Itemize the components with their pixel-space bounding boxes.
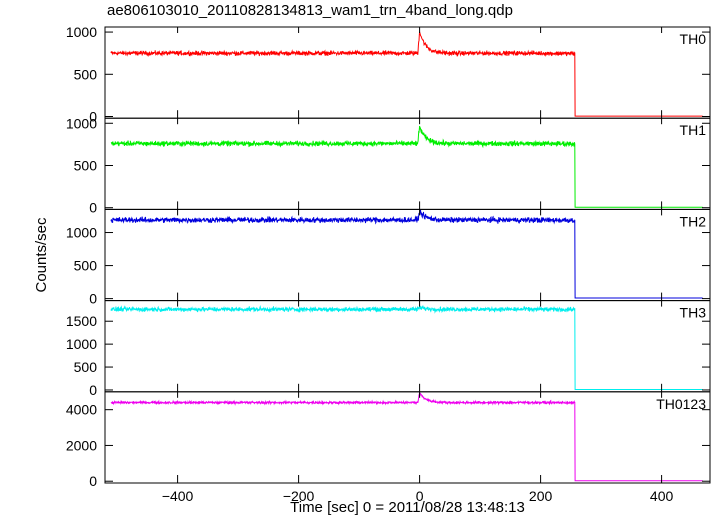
y-axis-label: Counts/sec xyxy=(33,217,50,293)
panel-label-th1: TH1 xyxy=(680,122,707,138)
series-line-th3 xyxy=(110,304,703,390)
panel-frame-th0123 xyxy=(104,391,711,484)
panel-frame-th3 xyxy=(104,300,711,393)
x-tick-label: 200 xyxy=(529,488,553,504)
panel-frame-th1 xyxy=(104,117,711,210)
y-tick-label: 500 xyxy=(74,258,98,274)
y-tick-label: 0 xyxy=(89,291,97,307)
series-line-th2 xyxy=(110,209,703,299)
panel-frame-th0 xyxy=(104,26,711,119)
x-tick-label: −200 xyxy=(283,488,315,504)
y-tick-label: 1000 xyxy=(66,24,97,40)
y-tick-label: 2000 xyxy=(66,437,97,453)
y-tick-label: 1000 xyxy=(66,225,97,241)
series-line-th0123 xyxy=(110,392,703,482)
panel-frame-th2 xyxy=(104,208,711,302)
series-line-th1 xyxy=(110,125,703,208)
x-tick-label: 0 xyxy=(416,488,424,504)
y-tick-label: 500 xyxy=(74,157,98,173)
y-tick-label: 0 xyxy=(89,200,97,216)
y-tick-label: 1000 xyxy=(66,115,97,131)
x-axis-label: Time [sec] 0 = 2011/08/28 13:48:13 xyxy=(290,499,525,516)
x-tick-label: −400 xyxy=(162,488,194,504)
y-tick-label: 500 xyxy=(74,359,98,375)
x-tick-label: 400 xyxy=(650,488,674,504)
series-line-th0 xyxy=(110,31,703,117)
y-tick-label: 500 xyxy=(74,66,98,82)
panel-label-th0: TH0 xyxy=(680,31,707,47)
panel-label-th3: TH3 xyxy=(680,305,707,321)
chart-title: ae806103010_20110828134813_wam1_trn_4ban… xyxy=(107,2,513,19)
y-tick-label: 0 xyxy=(89,109,97,125)
y-tick-label: 1000 xyxy=(66,336,97,352)
y-tick-label: 1500 xyxy=(66,313,97,329)
panel-label-th2: TH2 xyxy=(680,213,707,229)
y-tick-label: 0 xyxy=(89,473,97,489)
y-tick-label: 0 xyxy=(89,382,97,398)
y-tick-label: 4000 xyxy=(66,402,97,418)
panel-label-th0123: TH0123 xyxy=(656,396,706,412)
